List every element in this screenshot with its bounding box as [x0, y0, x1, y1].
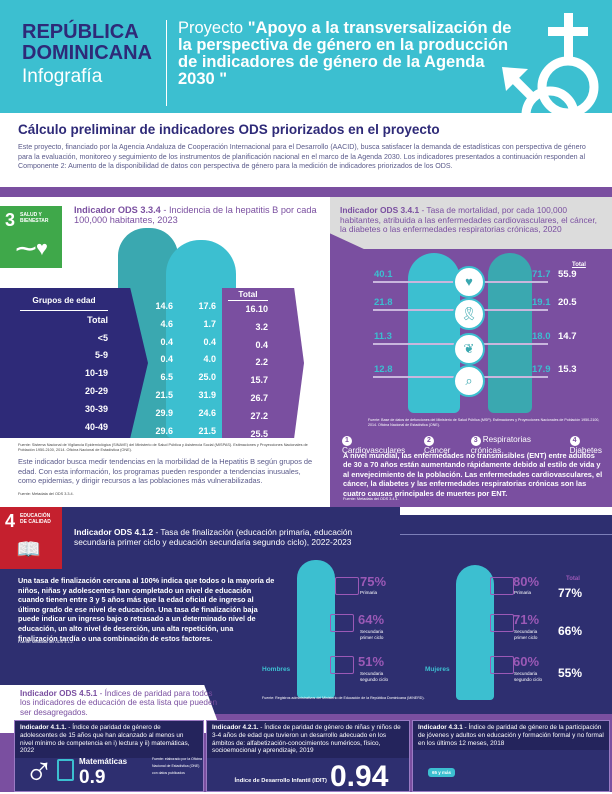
school-icon	[490, 656, 514, 674]
level-label: Secundaria primer ciclo	[514, 629, 538, 640]
cancer-ribbon-icon: 🎗	[453, 298, 485, 330]
divider-line	[400, 534, 612, 535]
total-header: Total	[566, 576, 580, 582]
school-icon	[330, 656, 354, 674]
men-percent: 64%	[358, 612, 385, 627]
gender-symbols-icon	[502, 13, 599, 113]
infographic-subtitle: Infografía	[22, 66, 103, 87]
indicator-451-title: Indicador ODS 4.5.1 - Índices de paridad…	[20, 689, 218, 717]
indicator-421-card: Indicador 4.2.1. - Índice de paridad de …	[206, 720, 410, 792]
women-value: 21.8	[374, 297, 393, 308]
intro-paragraph: Este proyecto, financiado por la Agencia…	[18, 143, 586, 170]
metadata-note: Fuente: Metadata del ODS 4.1.2.	[18, 640, 74, 644]
book-pencil-icon: 📖	[16, 539, 41, 561]
metric-value: 0.94	[330, 760, 389, 793]
legend-item: 2Cáncer	[423, 436, 451, 455]
level-label: Secundaria primer ciclo	[360, 629, 384, 640]
women-value: 40.1	[374, 269, 393, 280]
country-title: REPÚBLICA DOMINICANA	[22, 21, 152, 64]
total-header: Total	[572, 262, 586, 268]
total-value: 55.9	[558, 269, 577, 280]
indicator-description: Este indicador busca medir tendencias en…	[18, 457, 313, 485]
total-percent: 77%	[558, 586, 583, 600]
cause-legend: 1Cardiovasculares 2Cáncer 3 Respiratorias…	[342, 435, 612, 455]
men-label: Hombres	[262, 666, 291, 673]
header-banner: REPÚBLICA DOMINICANA Infografía Proyecto…	[0, 0, 612, 113]
sdg3-badge: 3 SALUD Y BIENESTAR ⁓♥	[0, 206, 62, 268]
men-value: 17.9	[532, 364, 551, 375]
legend-item: 4Diabetes	[569, 436, 602, 455]
men-percent: 75%	[360, 574, 387, 589]
indicator-341-header	[330, 197, 612, 249]
metadata-note: Fuente: Metadata del ODS 3.3.4.	[18, 492, 74, 496]
total-percent: 55%	[558, 666, 583, 680]
section-divider	[0, 187, 612, 197]
level-label: Secundaria segundo ciclo	[360, 671, 389, 682]
source-note: Fuente: elaborado por la Oficina Naciona…	[152, 757, 203, 775]
level-label: Secundaria segundo ciclo	[514, 671, 543, 682]
calculator-icon	[57, 759, 74, 781]
source-note: Fuente: Registros administrativos del Mi…	[262, 696, 425, 700]
total-percent: 66%	[558, 624, 583, 638]
male-symbol-icon: ♂	[24, 750, 54, 794]
indicator-description: A nivel mundial, las enfermedades no tra…	[343, 451, 603, 498]
women-percent: 60%	[513, 654, 540, 669]
school-icon	[490, 614, 514, 632]
men-values-column: 14.6 4.6 0.4 0.4 6.5 21.5 29.9 29.6 30.4	[155, 301, 173, 454]
source-note: Fuente: Base de datos de defunciones del…	[368, 418, 600, 427]
header-divider	[166, 20, 167, 106]
total-panel	[222, 288, 304, 438]
section-heading: Cálculo preliminar de indicadores ODS pr…	[18, 122, 440, 137]
metric-label: Matemáticas	[79, 757, 128, 766]
school-icon	[490, 577, 514, 595]
men-value: 19.1	[532, 297, 551, 308]
man-silhouette	[297, 560, 335, 698]
indicator-341-title: Indicador ODS 3.4.1 - Tasa de mortalidad…	[340, 205, 597, 234]
level-label: Primaria	[360, 590, 378, 595]
project-title: Proyecto "Apoyo a la transversalización …	[178, 19, 512, 88]
woman-silhouette	[408, 253, 460, 413]
sdg4-badge: 4 EDUCACIÓN DE CALIDAD 📖	[0, 507, 62, 569]
total-value: 15.3	[558, 364, 577, 375]
source-note: Fuente: Sistema Nacional de Vigilancia E…	[18, 443, 308, 452]
total-values-column: Total 16.10 3.2 0.4 2.2 15.7 26.7 27.2 2…	[228, 289, 268, 461]
legend-item: 1Cardiovasculares	[342, 436, 406, 455]
men-percent: 51%	[358, 654, 385, 669]
school-icon	[335, 577, 359, 595]
age-groups-column: Grupos de edad Total <5 5-9 10-19 20-29 …	[20, 292, 108, 472]
indicator-description: Una tasa de finalización cercana al 100%…	[18, 576, 275, 643]
women-value: 12.8	[374, 364, 393, 375]
white-strip	[400, 507, 612, 515]
men-value: 71.7	[532, 269, 551, 280]
school-icon	[330, 614, 354, 632]
indicator-431-card: Indicador 4.3.1 - Índice de paridad de g…	[412, 720, 610, 792]
women-percent: 71%	[513, 612, 540, 627]
legend-item: 3 Respiratorias crónicas	[470, 435, 531, 455]
level-label: Primaria	[514, 590, 532, 595]
diabetes-magnifier-icon: ⌕	[453, 365, 485, 397]
women-percent: 80%	[513, 574, 540, 589]
women-label: Mujeres	[425, 666, 450, 673]
total-value: 14.7	[558, 331, 577, 342]
metric-label: Índice de Desarrollo Infantil (IDIT)	[234, 778, 327, 784]
heartbeat-icon: ⁓♥	[16, 238, 48, 260]
man-silhouette	[488, 253, 532, 413]
heart-icon: ♥	[453, 266, 485, 298]
total-value: 20.5	[558, 297, 577, 308]
indicator-412-title: Indicador ODS 4.1.2 - Tasa de finalizaci…	[74, 527, 353, 547]
woman-silhouette	[456, 565, 494, 700]
women-value: 11.3	[374, 331, 392, 342]
age-groups-panel	[0, 288, 148, 438]
women-values-column: 17.6 1.7 0.4 4.0 25.0 31.9 24.6 21.5 23.…	[198, 301, 216, 454]
indicator-334-title: Indicador ODS 3.3.4 - Incidencia de la h…	[74, 205, 317, 225]
lungs-icon: ❦	[453, 333, 485, 365]
metadata-note: Fuente: Metadata del ODS 3.4.1.	[343, 497, 399, 501]
age-tag: 65 y más	[428, 768, 456, 777]
men-value: 18.0	[532, 331, 551, 342]
metric-value: 0.9	[79, 767, 106, 788]
